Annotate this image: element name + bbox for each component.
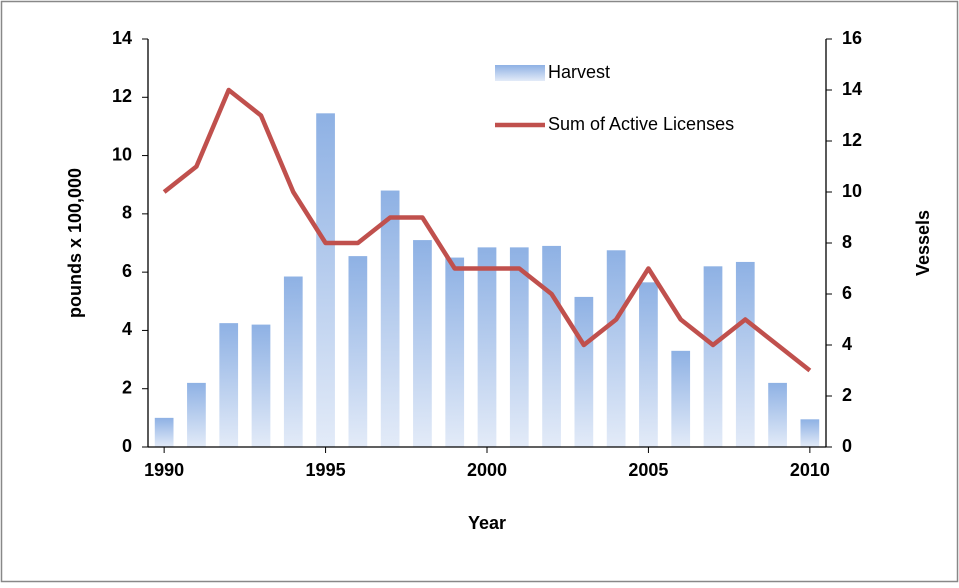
y-tick-label: 0	[122, 436, 132, 456]
y-tick-label: 10	[112, 144, 132, 164]
y-tick-label: 14	[112, 28, 132, 48]
x-tick-label: 1995	[306, 460, 346, 480]
bar	[413, 240, 432, 447]
bar	[671, 350, 691, 447]
bar	[639, 282, 658, 447]
y-tick-label: 8	[122, 203, 132, 223]
bar	[800, 419, 820, 447]
y2-tick-label: 14	[842, 79, 862, 99]
bar	[542, 245, 561, 447]
bar	[187, 382, 206, 447]
x-tick-label: 1990	[144, 460, 184, 480]
bar	[283, 276, 303, 447]
y-tick-label: 12	[112, 86, 132, 106]
line-series	[162, 87, 812, 373]
bar	[348, 256, 368, 447]
bar	[251, 324, 271, 447]
y2-tick-label: 6	[842, 283, 852, 303]
bar	[574, 296, 594, 447]
bar	[735, 261, 755, 447]
y2-tick-label: 2	[842, 385, 852, 405]
legend-swatch	[495, 65, 545, 81]
bar	[316, 113, 335, 448]
bar	[606, 250, 626, 447]
bar	[445, 257, 465, 447]
y2-tick-label: 10	[842, 181, 862, 201]
x-axis-label: Year	[468, 513, 506, 533]
x-tick-label: 2005	[628, 460, 668, 480]
legend-label: Harvest	[548, 62, 610, 82]
y2-tick-label: 0	[842, 436, 852, 456]
y-tick-label: 4	[122, 319, 132, 339]
bar	[219, 323, 239, 447]
y-axis-label: pounds x 100,000	[65, 168, 85, 318]
x-tick-label: 2010	[790, 460, 830, 480]
y-tick-label: 6	[122, 261, 132, 281]
bar	[380, 190, 400, 448]
bar	[509, 247, 529, 447]
y2-tick-label: 12	[842, 130, 862, 150]
bar	[703, 266, 723, 447]
y-tick-label: 2	[122, 377, 132, 397]
y2-tick-label: 8	[842, 232, 852, 252]
bar	[477, 247, 497, 447]
legend-label: Sum of Active Licenses	[548, 114, 734, 134]
x-tick-label: 2000	[467, 460, 507, 480]
y2-axis-label: Vessels	[913, 210, 933, 276]
bar	[768, 382, 787, 447]
bar	[154, 417, 174, 447]
y2-tick-label: 16	[842, 28, 862, 48]
y2-tick-label: 4	[842, 334, 852, 354]
